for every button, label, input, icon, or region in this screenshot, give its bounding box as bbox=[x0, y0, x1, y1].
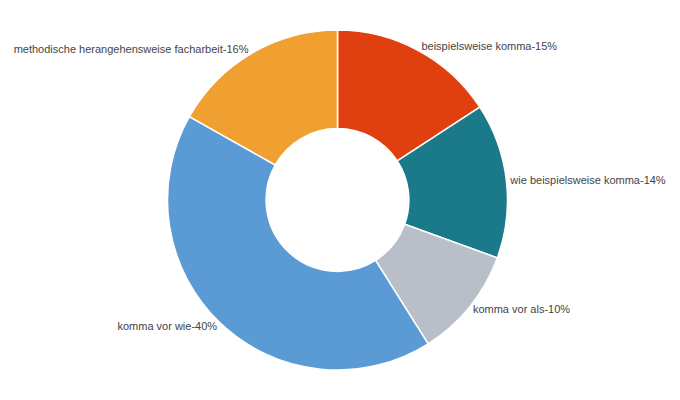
svg-text:komma vor als-10%: komma vor als-10% bbox=[473, 303, 570, 315]
svg-text:beispielsweise komma-15%: beispielsweise komma-15% bbox=[421, 40, 557, 52]
svg-text:komma vor wie-40%: komma vor wie-40% bbox=[117, 320, 217, 332]
svg-text:wie beispielsweise komma-14%: wie beispielsweise komma-14% bbox=[509, 174, 666, 186]
svg-text:methodische herangehensweise f: methodische herangehensweise facharbeit-… bbox=[14, 43, 249, 55]
